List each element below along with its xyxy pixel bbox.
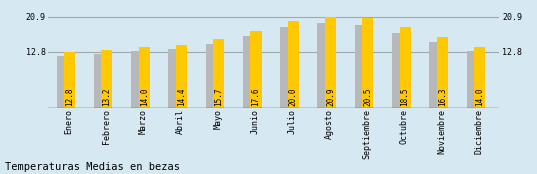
Text: 12.8: 12.8 — [65, 87, 74, 106]
Bar — [400, 27, 411, 108]
Bar — [362, 18, 373, 108]
Bar — [317, 23, 329, 108]
Text: 17.6: 17.6 — [251, 87, 260, 106]
Bar — [355, 25, 366, 108]
Text: 14.4: 14.4 — [177, 87, 186, 106]
Bar — [243, 36, 254, 108]
Bar — [139, 47, 150, 108]
Text: 20.5: 20.5 — [364, 87, 372, 106]
Text: 20.0: 20.0 — [289, 87, 297, 106]
Bar — [392, 33, 403, 108]
Text: Temperaturas Medias en bezas: Temperaturas Medias en bezas — [5, 162, 180, 172]
Text: 18.5: 18.5 — [401, 87, 410, 106]
Bar — [169, 49, 179, 108]
Text: 14.0: 14.0 — [475, 87, 484, 106]
Bar — [101, 50, 112, 108]
Bar — [131, 51, 142, 108]
Text: 14.0: 14.0 — [140, 87, 149, 106]
Bar — [429, 42, 440, 108]
Bar — [280, 27, 292, 108]
Bar — [213, 39, 224, 108]
Bar — [176, 45, 187, 108]
Bar — [56, 56, 68, 108]
Bar — [474, 47, 485, 108]
Bar — [94, 54, 105, 108]
Bar — [288, 21, 299, 108]
Bar — [467, 51, 478, 108]
Text: 15.7: 15.7 — [214, 87, 223, 106]
Bar — [437, 37, 448, 108]
Bar — [250, 31, 262, 108]
Bar — [325, 17, 336, 108]
Bar — [206, 44, 217, 108]
Text: 20.9: 20.9 — [326, 87, 335, 106]
Text: 13.2: 13.2 — [103, 87, 111, 106]
Bar — [64, 52, 75, 108]
Text: 16.3: 16.3 — [438, 87, 447, 106]
